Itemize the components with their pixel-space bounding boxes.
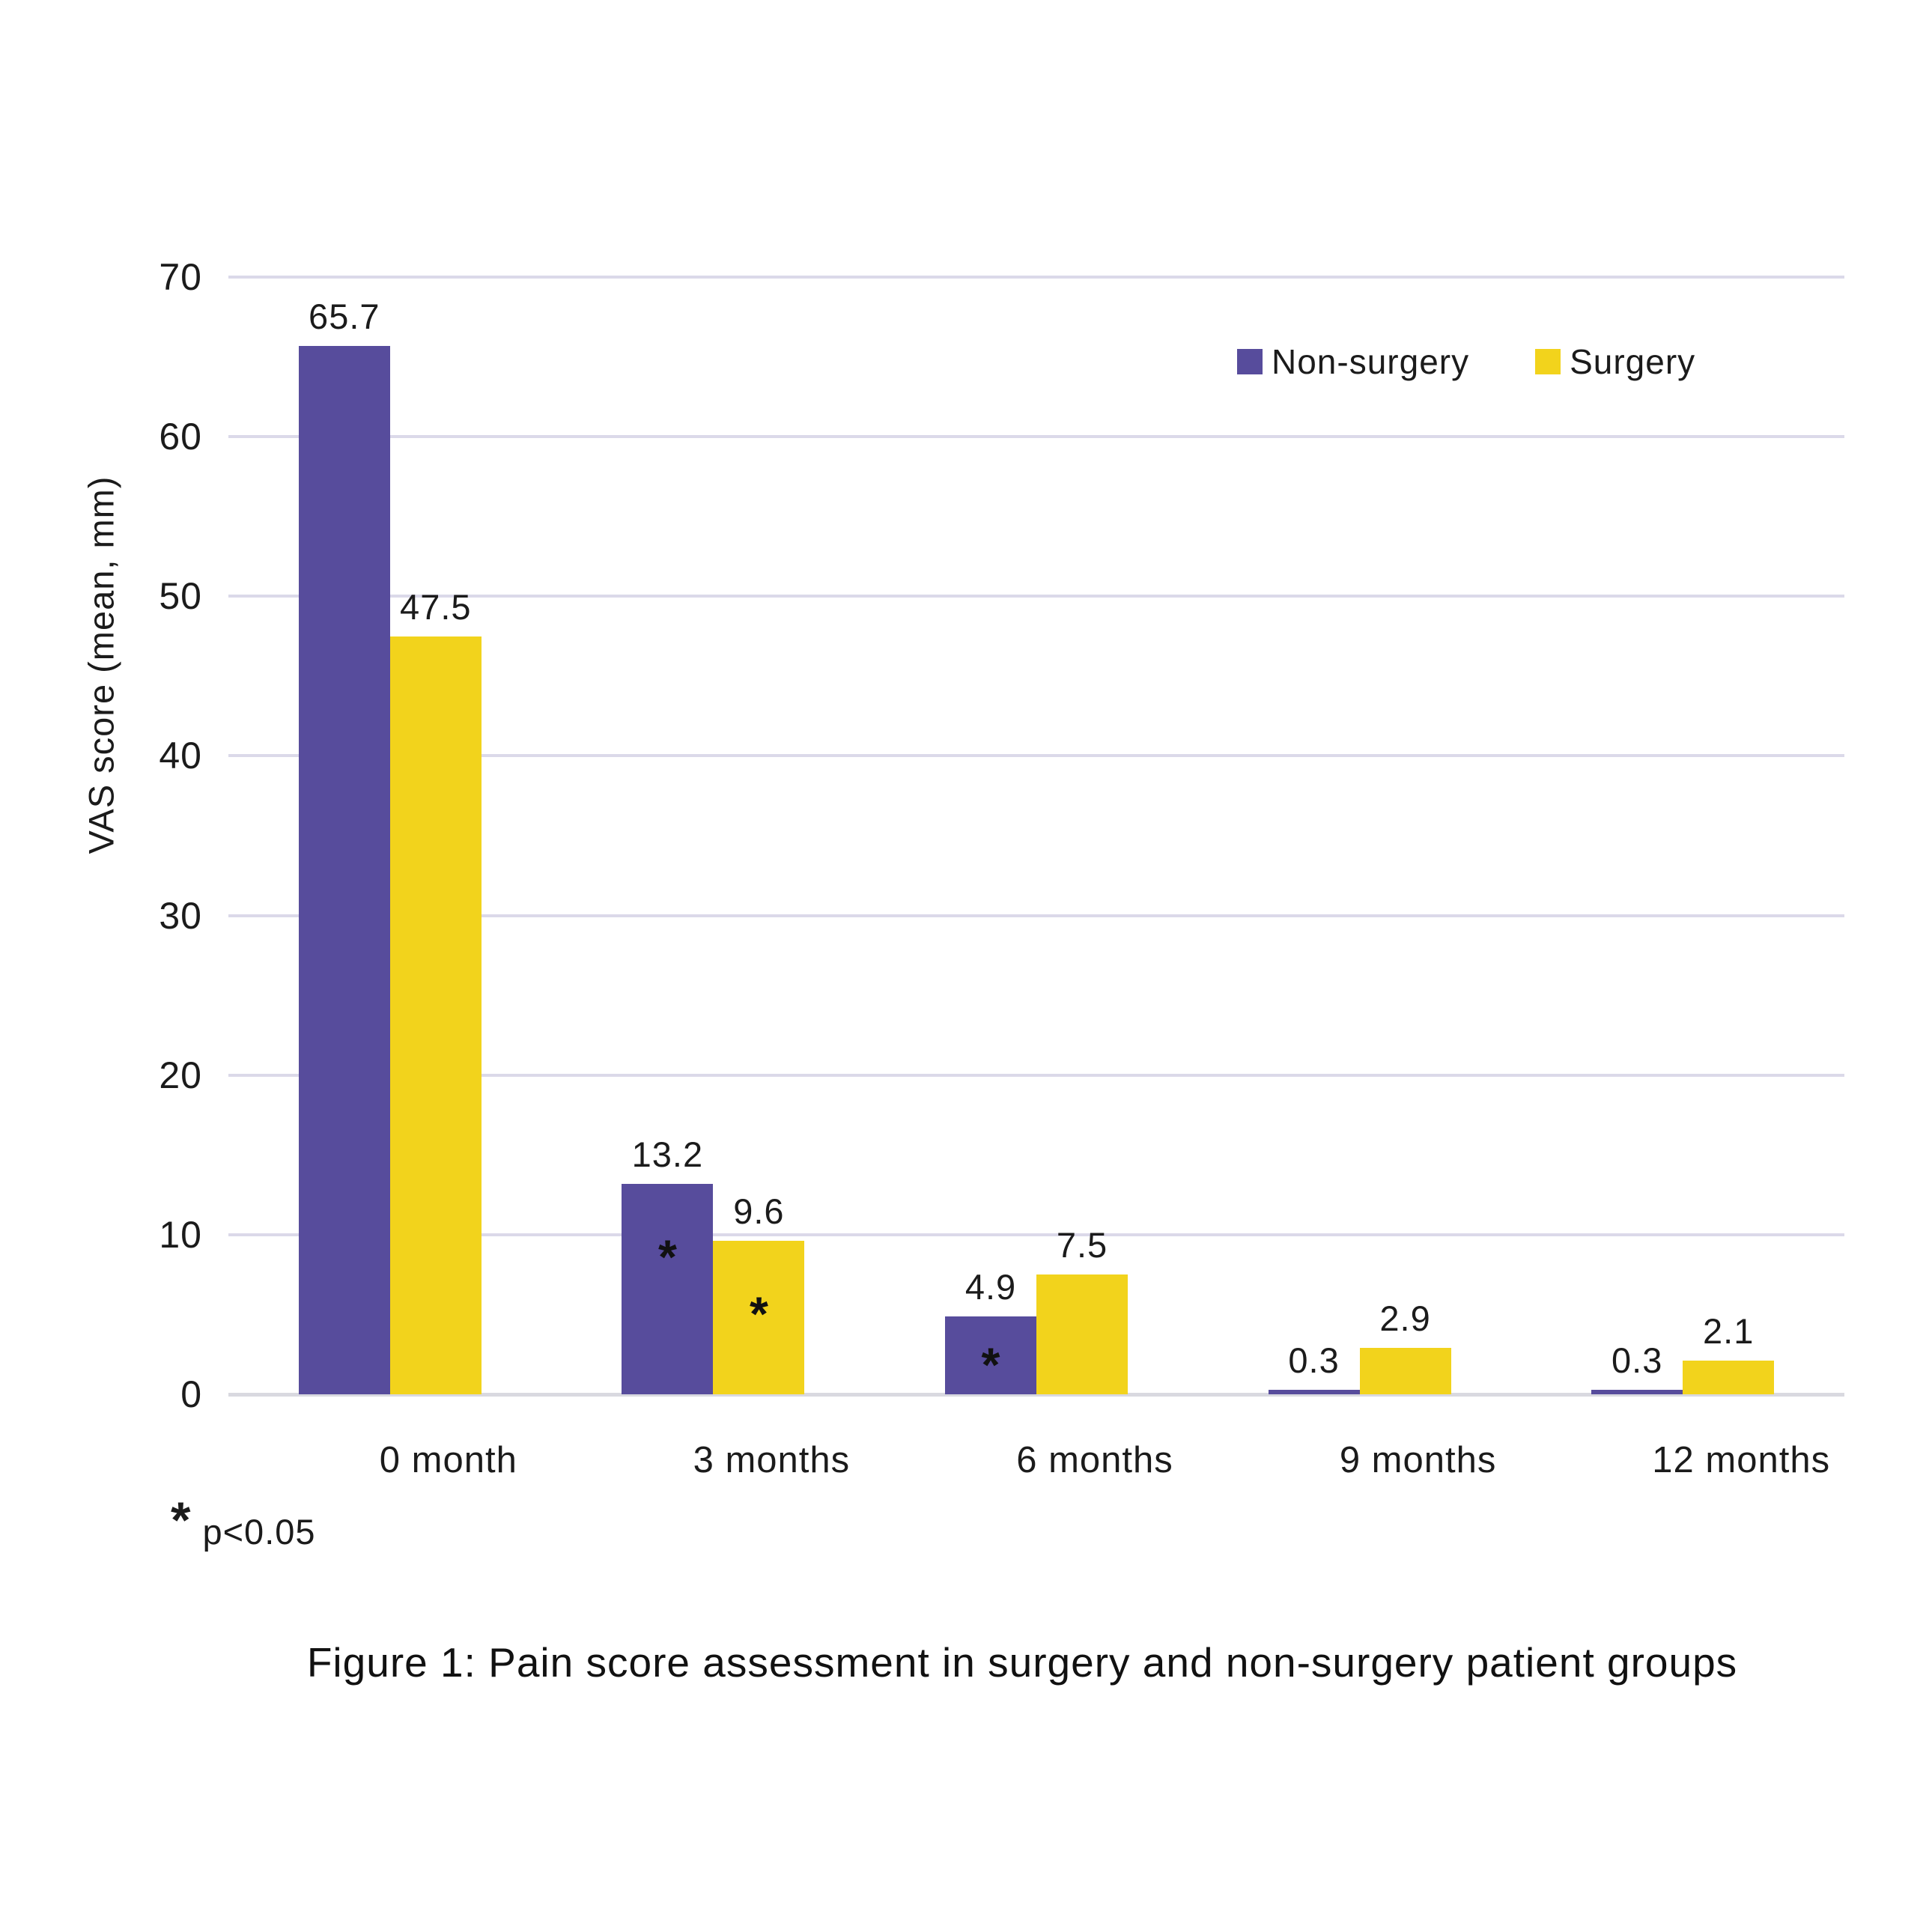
footnote-text: p<0.05 bbox=[202, 1512, 316, 1552]
legend-label: Surgery bbox=[1570, 342, 1696, 381]
bar-non-surgery-0-month bbox=[298, 345, 390, 1394]
bar-non-surgery-9-months bbox=[1268, 1389, 1360, 1394]
legend-item-non-surgery: Non-surgery bbox=[1237, 341, 1469, 382]
bar-value-label: 0.3 bbox=[1611, 1340, 1663, 1380]
y-tick-label: 0 bbox=[180, 1373, 202, 1415]
footnote-asterisk: * bbox=[171, 1492, 191, 1549]
legend-swatch-non-surgery bbox=[1237, 349, 1263, 374]
y-tick-label: 30 bbox=[159, 894, 202, 937]
significance-footnote: * p<0.05 bbox=[171, 1492, 316, 1552]
y-tick-label: 20 bbox=[159, 1054, 202, 1096]
bar-value-label: 2.9 bbox=[1379, 1298, 1431, 1339]
gridline bbox=[228, 1233, 1844, 1236]
significance-asterisk: * bbox=[749, 1287, 768, 1342]
bar-value-label: 4.9 bbox=[965, 1266, 1017, 1307]
caption-row: Figure 1: Pain score assessment in surge… bbox=[0, 1638, 1932, 1686]
gridline bbox=[228, 595, 1844, 598]
x-category-label: 9 months bbox=[1339, 1440, 1497, 1480]
bar-surgery-3-months bbox=[713, 1241, 805, 1394]
bar-surgery-12-months bbox=[1683, 1361, 1775, 1394]
x-axis-line bbox=[228, 1393, 1844, 1397]
legend-label: Non-surgery bbox=[1272, 342, 1470, 381]
gridline bbox=[228, 435, 1844, 439]
bar-non-surgery-12-months bbox=[1591, 1389, 1683, 1394]
bar-surgery-6-months bbox=[1036, 1274, 1128, 1394]
x-category-label: 12 months bbox=[1652, 1440, 1831, 1480]
gridline bbox=[228, 1073, 1844, 1077]
y-tick-label: 60 bbox=[159, 416, 202, 458]
bar-surgery-9-months bbox=[1359, 1348, 1451, 1394]
y-tick-label: 40 bbox=[159, 735, 202, 777]
bar-value-label: 7.5 bbox=[1056, 1225, 1108, 1266]
y-axis-title: VAS score (mean, mm) bbox=[81, 476, 121, 854]
x-category-label: 6 months bbox=[1016, 1440, 1173, 1480]
plot-area: 65.7 13.2 * 4.9 * 0.3 0.3 47.5 9.6 * 7.5 2.9 2.1 bbox=[228, 276, 1844, 1397]
bar-surgery-0-month bbox=[389, 636, 482, 1394]
legend: Non-surgery Surgery bbox=[1237, 341, 1695, 382]
x-category-label: 3 months bbox=[693, 1440, 851, 1480]
bar-non-surgery-6-months bbox=[945, 1316, 1036, 1394]
y-tick-label: 10 bbox=[159, 1213, 202, 1256]
legend-swatch-surgery bbox=[1535, 349, 1561, 374]
figure-caption: Figure 1: Pain score assessment in surge… bbox=[306, 1639, 1738, 1686]
gridline bbox=[228, 914, 1844, 917]
bar-value-label: 0.3 bbox=[1288, 1340, 1340, 1380]
gridline bbox=[228, 754, 1844, 758]
bar-value-label: 9.6 bbox=[733, 1191, 785, 1232]
x-category-label: 0 month bbox=[379, 1440, 517, 1480]
bar-value-label: 65.7 bbox=[309, 296, 380, 336]
y-tick-label: 70 bbox=[159, 256, 202, 298]
bar-value-label: 47.5 bbox=[400, 586, 472, 627]
bar-value-label: 2.1 bbox=[1703, 1311, 1755, 1352]
legend-item-surgery: Surgery bbox=[1535, 341, 1695, 382]
bar-non-surgery-3-months bbox=[622, 1183, 714, 1394]
significance-asterisk: * bbox=[657, 1230, 677, 1284]
gridline bbox=[228, 276, 1844, 279]
y-tick-label: 50 bbox=[159, 575, 202, 618]
bar-value-label: 13.2 bbox=[631, 1134, 704, 1174]
significance-asterisk: * bbox=[981, 1337, 1000, 1392]
